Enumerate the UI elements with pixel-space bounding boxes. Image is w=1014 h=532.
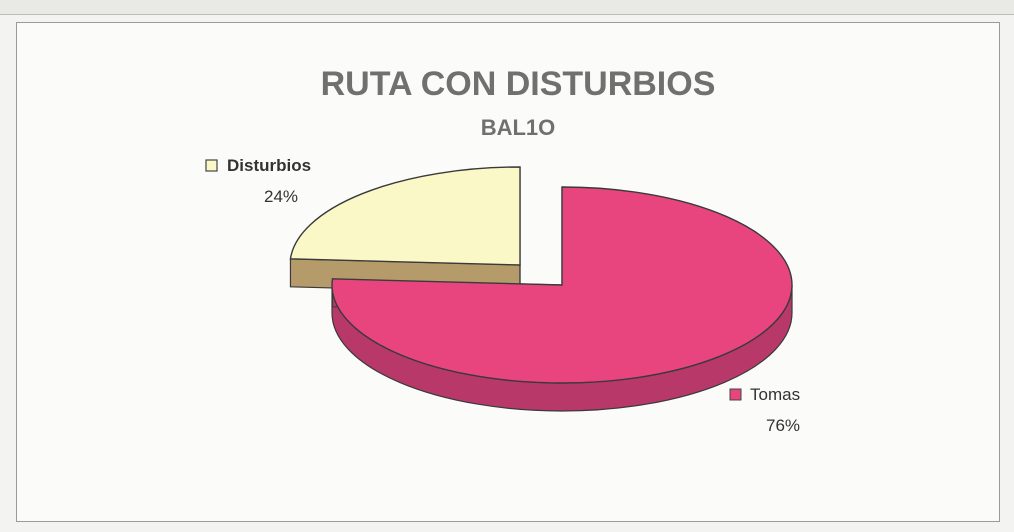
slice-label-tomas: Tomas [750, 385, 800, 404]
label-disturbios: Disturbios 24% [205, 156, 311, 206]
chart-title: RUTA CON DISTURBIOS [321, 65, 716, 103]
legend-swatch-disturbios [205, 159, 218, 172]
chart-subtitle: BAL1O [481, 115, 556, 140]
slice-top-tomas [331, 186, 793, 384]
legend-swatch-tomas [729, 388, 742, 401]
label-tomas: Tomas 76% [729, 385, 800, 435]
top-strip [0, 0, 1014, 15]
slice-percent-tomas: 76% [766, 416, 800, 435]
slice-top-disturbios [289, 166, 521, 266]
slice-percent-disturbios: 24% [264, 187, 298, 206]
pie-layer [289, 166, 793, 412]
slice-label-disturbios: Disturbios [227, 156, 311, 175]
